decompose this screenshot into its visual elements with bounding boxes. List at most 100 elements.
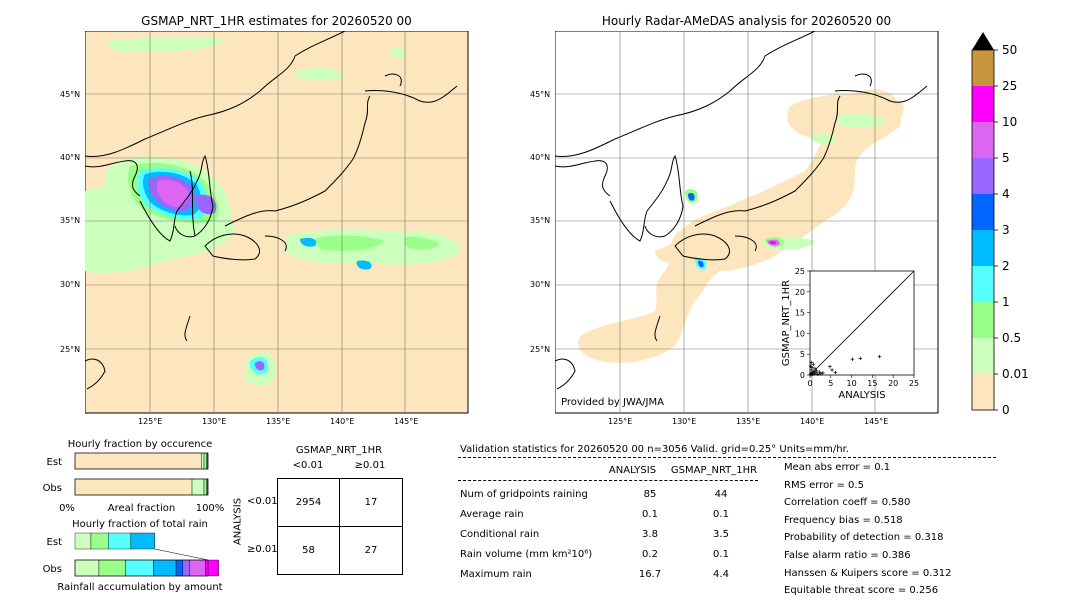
validation-row: Average rain 0.1 0.1 bbox=[460, 509, 760, 525]
total-connector bbox=[154, 548, 209, 561]
colorbar-label: 0.01 bbox=[1002, 367, 1029, 381]
validation-score: Mean abs error = 0.1 bbox=[784, 462, 891, 473]
scatter-xtick-label: 20 bbox=[888, 379, 898, 388]
scatter-point bbox=[809, 360, 814, 365]
validation-row: Maximum rain 16.7 4.4 bbox=[460, 569, 760, 585]
total-bar-segment bbox=[182, 559, 190, 577]
contingency-grid: 2954 17 58 27 bbox=[277, 478, 403, 575]
contingency-title: GSMAP_NRT_1HR bbox=[295, 445, 383, 456]
validation-row-analysis: 16.7 bbox=[638, 569, 662, 580]
colorbar-label: 10 bbox=[1002, 115, 1017, 129]
colorbar-segment bbox=[972, 374, 994, 410]
col-analysis: ANALYSIS bbox=[608, 465, 657, 476]
validation-row-gsmap: 4.4 bbox=[713, 569, 729, 580]
total-bar-segment bbox=[205, 559, 219, 577]
scatter-point bbox=[810, 370, 814, 375]
total-bar-segment bbox=[98, 559, 126, 577]
left-lat-45: 45°N bbox=[60, 90, 81, 99]
scatter-point bbox=[858, 356, 863, 361]
validation-score: Hanssen & Kuipers score = 0.312 bbox=[784, 567, 952, 579]
scatter-point bbox=[850, 357, 855, 361]
contingency-row-axis: ANALYSIS bbox=[232, 497, 244, 546]
colorbar-label: 4 bbox=[1002, 187, 1010, 201]
total-xlabel: Rainfall accumulation by amount bbox=[57, 582, 222, 593]
colorbar-label: 0.5 bbox=[1002, 331, 1021, 345]
scatter-ytick-label: 20 bbox=[795, 288, 805, 297]
occurrence-bar-segment bbox=[203, 478, 207, 496]
colorbar-segment bbox=[972, 158, 994, 194]
left-map-title: GSMAP_NRT_1HR estimates for 20260520 00 bbox=[141, 14, 412, 28]
validation-row-gsmap: 44 bbox=[714, 489, 728, 500]
validation-row-gsmap: 0.1 bbox=[713, 509, 729, 520]
validation-table-divider bbox=[458, 480, 758, 481]
scatter-point bbox=[811, 369, 816, 374]
right-lon-135: 135°E bbox=[736, 417, 761, 426]
left-lon-140: 140°E bbox=[330, 417, 355, 426]
right-lat-30: 30°N bbox=[530, 280, 551, 289]
right-lat-40: 40°N bbox=[530, 153, 551, 162]
colorbar-segment bbox=[972, 266, 994, 302]
left-map-rain-field bbox=[85, 37, 460, 387]
right-map-gridlines bbox=[555, 31, 938, 413]
left-map-coastline bbox=[85, 31, 458, 390]
colorbar: 50 25 10 5 4 3 2 1 0.5 0.01 0 bbox=[971, 32, 1029, 417]
colorbar-label: 2 bbox=[1002, 259, 1010, 273]
right-lat-45: 45°N bbox=[530, 90, 551, 99]
occurrence-bar-frame bbox=[74, 452, 209, 470]
colorbar-segment bbox=[972, 194, 994, 230]
right-lon-130: 130°E bbox=[672, 417, 697, 426]
total-bar-frame bbox=[74, 559, 209, 577]
occurrence-x-label: Areal fraction bbox=[108, 503, 175, 514]
total-rain-title: Hourly fraction of total rain bbox=[72, 519, 208, 530]
scatter-point bbox=[809, 368, 814, 372]
total-bar-segment bbox=[153, 559, 177, 577]
scatter-point bbox=[810, 365, 814, 370]
scatter-point bbox=[877, 354, 882, 359]
colorbar-segment bbox=[972, 302, 994, 338]
colorbar-segment bbox=[972, 122, 994, 158]
scatter-xtick-label: 15 bbox=[867, 379, 877, 388]
contingency-col-lt: <0.01 bbox=[292, 460, 324, 471]
occurrence-bar-segment bbox=[74, 478, 193, 496]
scatter-point bbox=[816, 372, 820, 376]
right-map-coastline bbox=[555, 31, 928, 390]
scatter-ylabel: GSMAP_NRT_1HR bbox=[781, 280, 792, 366]
total-bar-segment bbox=[74, 559, 100, 577]
scatter-xtick-label: 25 bbox=[909, 379, 919, 388]
cell-tn: 2954 bbox=[295, 497, 322, 508]
left-lat-40: 40°N bbox=[60, 153, 81, 162]
scatter-diagonal bbox=[809, 270, 915, 376]
right-lat-35: 35°N bbox=[530, 216, 551, 225]
validation-row-label: Rain volume (mm km²10⁶) bbox=[460, 549, 593, 560]
occurrence-x-100: 100% bbox=[196, 503, 225, 514]
validation-row-analysis: 0.1 bbox=[642, 509, 658, 520]
validation-divider bbox=[458, 457, 996, 458]
scatter-ytick-label: 5 bbox=[800, 350, 805, 359]
cell-fp: 17 bbox=[364, 497, 378, 508]
colorbar-label: 3 bbox=[1002, 223, 1010, 237]
right-map-rain-field bbox=[685, 113, 885, 270]
scatter-point bbox=[833, 370, 838, 375]
scatter-point bbox=[809, 372, 814, 377]
scatter-xlabel: ANALYSIS bbox=[838, 390, 885, 401]
right-map-title: Hourly Radar-AMeDAS analysis for 2026052… bbox=[601, 14, 892, 28]
occurrence-x-0: 0% bbox=[59, 503, 75, 514]
colorbar-segment bbox=[972, 338, 994, 374]
left-map bbox=[85, 31, 469, 414]
total-bar-segment bbox=[130, 532, 156, 550]
contingency-row-lt: <0.01 bbox=[247, 496, 278, 507]
contingency-table: GSMAP_NRT_1HR <0.01 ≥0.01 ANALYSIS <0.01… bbox=[232, 443, 410, 583]
validation-row-analysis: 85 bbox=[643, 489, 657, 500]
validation-score: Correlation coeff = 0.580 bbox=[784, 497, 911, 509]
radar-credit: Provided by JWA/JMA bbox=[561, 397, 664, 408]
colorbar-label: 5 bbox=[1002, 151, 1010, 165]
right-lon-125: 125°E bbox=[608, 417, 633, 426]
scatter-ytick-label: 0 bbox=[800, 371, 805, 380]
colorbar-segment bbox=[972, 50, 994, 86]
validation-row-analysis: 3.8 bbox=[642, 529, 658, 540]
validation-score: Probability of detection = 0.318 bbox=[784, 532, 944, 544]
total-bar-segment bbox=[108, 532, 132, 550]
scatter-point bbox=[821, 371, 825, 375]
occurrence-bar-segment bbox=[203, 452, 207, 470]
scatter-ytick-label: 10 bbox=[795, 329, 805, 338]
